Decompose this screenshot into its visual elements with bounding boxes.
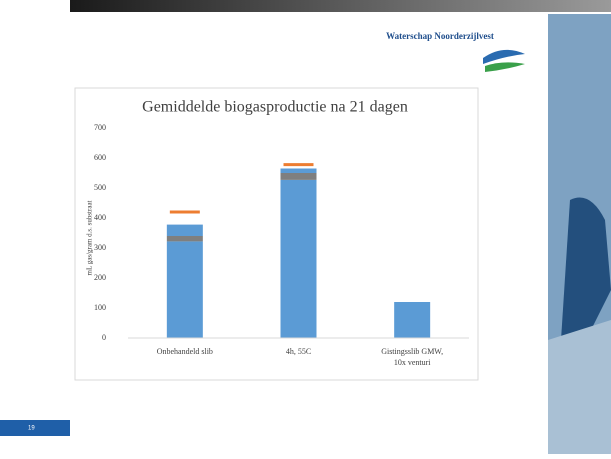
bar-segment <box>166 241 203 338</box>
slide-number-box <box>0 420 70 436</box>
y-tick-label: 100 <box>94 303 106 312</box>
top-bar <box>70 0 611 12</box>
bar-segment <box>280 173 317 180</box>
x-tick-label: Gistingsslib GMW, 10x venturi <box>381 347 443 367</box>
y-tick-label: 600 <box>94 153 106 162</box>
y-tick-label: 200 <box>94 273 106 282</box>
logo-text: Waterschap Noorderzijlvest <box>386 31 494 41</box>
logo-wave <box>483 49 525 64</box>
bar-segment <box>166 224 203 236</box>
y-tick-label: 500 <box>94 183 106 192</box>
logo-wave <box>485 62 525 72</box>
bar-segment <box>280 168 317 173</box>
photo-ground <box>548 320 611 454</box>
slide-number: 19 <box>28 426 35 432</box>
x-tick-label: Onbehandeld slib <box>157 347 213 356</box>
x-tick-label-line: 10x venturi <box>394 358 431 367</box>
y-tick-label: 0 <box>102 333 106 342</box>
chart-title: Gemiddelde biogasproductie na 21 dagen <box>142 99 408 116</box>
bar-segment <box>394 302 431 338</box>
y-axis-label: mL gas/gram d.s. substraat <box>86 200 94 275</box>
photo-figure <box>561 197 611 350</box>
y-tick-label: 300 <box>94 243 106 252</box>
x-tick-label-line: Gistingsslib GMW, <box>381 347 443 356</box>
y-tick-label: 700 <box>94 123 106 132</box>
bar-segment <box>166 236 203 242</box>
x-tick-label: 4h, 55C <box>286 347 311 356</box>
bar-segment <box>280 179 317 338</box>
y-tick-label: 400 <box>94 213 106 222</box>
